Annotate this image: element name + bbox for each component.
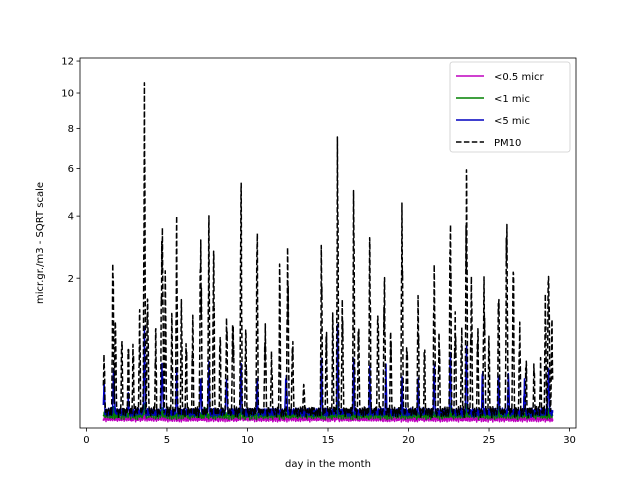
x-axis-label: day in the month (285, 459, 371, 470)
x-tick-label: 10 (241, 435, 254, 446)
x-tick-label: 20 (402, 435, 415, 446)
y-axis: 2 4 6 8 10 12 (61, 57, 80, 285)
x-tick-label: 15 (322, 435, 335, 446)
x-tick-label: 25 (483, 435, 496, 446)
y-tick-label: 10 (61, 89, 74, 100)
legend-label: <1 mic (494, 94, 530, 105)
legend-box (449, 61, 571, 153)
legend-label: <5 mic (494, 116, 530, 127)
x-tick-label: 5 (164, 435, 170, 446)
y-tick-label: 12 (61, 57, 74, 68)
series-layer (102, 82, 554, 423)
x-axis: 0 5 10 15 20 25 30 (83, 428, 576, 446)
y-tick-label: 4 (68, 212, 74, 223)
series-line-pm10 (102, 82, 554, 419)
y-tick-label: 2 (68, 274, 74, 285)
legend-label: <0.5 micr (494, 72, 544, 83)
y-tick-label: 8 (68, 124, 74, 135)
legend: <0.5 micr <1 mic <5 mic PM10 (449, 61, 571, 153)
x-tick-label: 0 (83, 435, 89, 446)
y-axis-label: micr.gr./m3 - SQRT scale (35, 182, 46, 304)
x-tick-label: 30 (563, 435, 576, 446)
y-tick-label: 6 (68, 164, 74, 175)
legend-label: PM10 (494, 138, 521, 149)
